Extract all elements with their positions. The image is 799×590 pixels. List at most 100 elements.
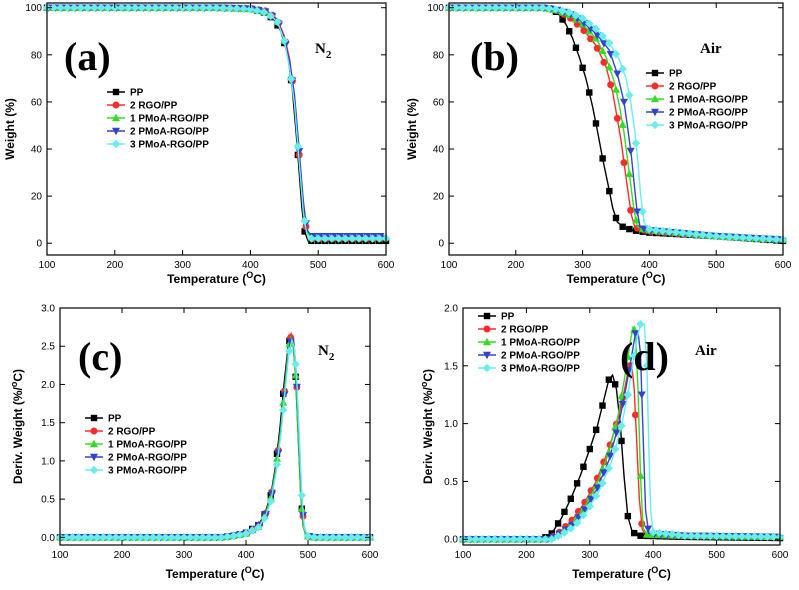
data-point: [229, 531, 238, 541]
data-point: [607, 81, 615, 89]
data-point: [498, 3, 507, 12]
data-point: [593, 44, 601, 52]
legend-swatch-marker: [111, 139, 121, 149]
data-point: [239, 4, 248, 14]
data-point: [580, 506, 589, 514]
data-point: [612, 214, 620, 222]
data-point: [693, 531, 702, 541]
data-point: [232, 4, 242, 13]
panel-label: (a): [64, 34, 111, 79]
y-axis-label: Deriv. Weight (%/oC): [419, 369, 435, 484]
x-axis-label: Temperature (OC): [567, 270, 666, 286]
x-tick-label: 300: [176, 550, 193, 561]
legend-label: 3 PMoA-RGO/PP: [501, 364, 580, 375]
data-point: [579, 511, 588, 520]
data-point: [561, 508, 568, 516]
legend-label: 2 PMoA-RGO/PP: [501, 351, 580, 362]
chart-panel-c: 100 200 300 400 500 600 0.0 0.5 1.0 1.5 2.0 2.5 3.0 T…: [9, 304, 379, 582]
y-tick-label: 60: [31, 97, 43, 108]
data-point: [558, 6, 567, 16]
series-3-pmoa-rgo-pp: [55, 337, 375, 542]
data-point: [758, 234, 768, 243]
data-point: [631, 139, 641, 148]
y-tick-label: 1.0: [41, 456, 55, 467]
data-point: [566, 28, 573, 35]
legend-label: 2 RGO/PP: [669, 82, 717, 93]
x-tick-label: 100: [441, 260, 458, 271]
atmosphere-text: Air: [700, 41, 722, 57]
data-point: [572, 44, 580, 51]
data-point: [465, 535, 474, 544]
data-point: [171, 3, 181, 12]
x-axis-label-unit: C): [658, 567, 671, 581]
legend-swatch-marker: [483, 325, 491, 333]
data-point: [90, 3, 99, 12]
data-point: [368, 234, 377, 243]
data-point: [691, 229, 701, 239]
data-point: [586, 89, 593, 96]
data-point: [572, 518, 582, 527]
data-point: [347, 533, 356, 542]
data-point: [591, 24, 601, 34]
data-point: [585, 19, 594, 28]
data-point: [477, 535, 487, 544]
atmosphere-label: Air: [700, 41, 722, 57]
data-point: [620, 159, 628, 167]
x-axis-label: Temperature (OC): [166, 565, 265, 581]
legend-label: 1 PMoA-RGO/PP: [501, 338, 580, 349]
data-point: [618, 400, 627, 409]
data-point: [642, 361, 652, 371]
legend: PP 2 RGO/PP 1 PMoA-RGO/PP 2 PMoA-RGO/PP 3 PM…: [646, 69, 748, 132]
data-point: [586, 25, 595, 34]
atmosphere-label: N2: [315, 41, 332, 61]
data-point: [266, 497, 275, 506]
legend-label: 2 PMoA-RGO/PP: [669, 108, 748, 119]
data-point: [738, 233, 748, 242]
y-axis-label: Weight (%): [3, 98, 17, 160]
data-point: [613, 114, 621, 122]
x-tick-label: 200: [106, 260, 123, 271]
data-point: [451, 3, 460, 12]
data-point: [624, 512, 632, 520]
data-point: [286, 74, 296, 84]
legend-swatch-marker: [112, 101, 120, 109]
y-axis-label: Weight (%): [405, 98, 419, 160]
data-point: [320, 234, 330, 243]
x-tick-label: 500: [708, 550, 725, 561]
legend-swatch-marker: [651, 94, 659, 103]
data-point: [341, 234, 350, 243]
data-point: [80, 533, 89, 542]
data-point: [246, 4, 255, 14]
legend-item: 3 PMoA-RGO/PP: [85, 466, 187, 477]
data-point: [518, 3, 527, 12]
data-point: [618, 64, 627, 74]
x-axis-label-text: Temperature (: [166, 567, 245, 581]
data-point: [191, 3, 201, 12]
data-point: [484, 3, 494, 12]
data-point: [69, 3, 79, 12]
data-point: [375, 234, 384, 243]
data-point: [687, 531, 696, 541]
data-point: [638, 520, 646, 528]
x-tick-label: 300: [574, 260, 591, 271]
data-point: [592, 120, 600, 127]
x-axis-label-sup: O: [651, 565, 658, 575]
legend-swatch-marker: [90, 453, 98, 462]
data-point: [637, 532, 644, 539]
x-tick-label: 600: [362, 550, 379, 561]
y-tick-label: 0.0: [41, 533, 55, 544]
data-point: [205, 3, 214, 12]
y-tick-label: 20: [433, 192, 445, 203]
data-point: [644, 525, 653, 534]
x-tick-label: 500: [310, 260, 327, 271]
legend-item: 2 RGO/PP: [478, 325, 549, 336]
y-tick-label: 80: [31, 50, 43, 61]
data-point: [655, 528, 664, 538]
legend-item: 2 RGO/PP: [85, 427, 156, 438]
data-point: [322, 533, 331, 542]
legend-label: 1 PMoA-RGO/PP: [130, 114, 209, 125]
data-point: [192, 533, 201, 542]
legend-swatch-marker: [651, 108, 659, 117]
data-point: [136, 533, 145, 542]
data-point: [593, 32, 602, 40]
